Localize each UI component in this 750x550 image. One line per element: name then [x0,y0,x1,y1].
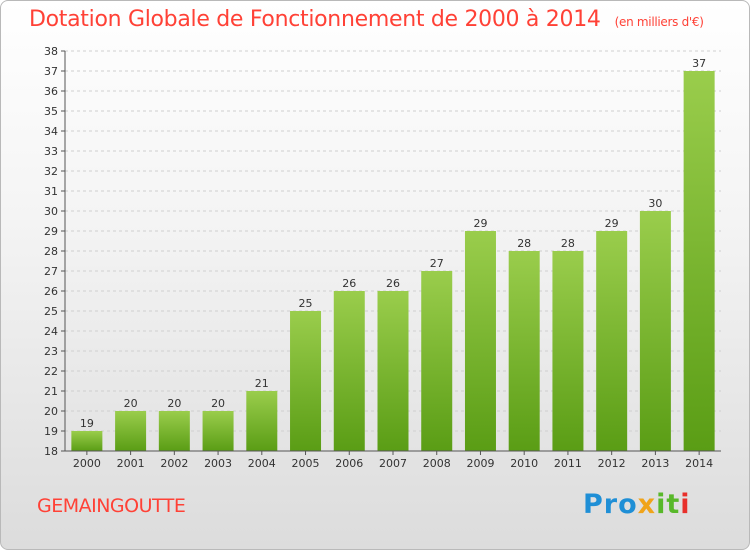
bar [158,411,190,451]
chart-title-text: Dotation Globale de Fonctionnement de 20… [29,7,601,32]
bar [552,251,584,451]
bar-value-label: 20 [167,397,181,410]
y-tick-label: 19 [44,425,58,438]
x-tick-label: 2002 [160,457,188,470]
x-tick-label: 2013 [641,457,669,470]
x-tick-label: 2011 [554,457,582,470]
bar [333,291,365,451]
bar [377,291,409,451]
logo-part-4: i [680,489,691,520]
x-tick-label: 2010 [510,457,538,470]
bar-value-label: 27 [430,257,444,270]
y-axis-ticks: 18 19 20 21 22 23 24 25 26 27 28 29 30 31 32 33 34 35 36 37… [44,45,65,458]
y-tick-label: 38 [44,45,58,58]
y-tick-label: 24 [44,325,58,338]
bar-value-label: 26 [386,277,400,290]
bar [508,251,540,451]
y-tick-label: 29 [44,225,58,238]
x-tick-label: 2001 [117,457,145,470]
x-tick-label: 2007 [379,457,407,470]
logo-part-3: it [656,489,681,520]
bar [596,231,628,451]
y-tick-label: 26 [44,285,58,298]
bar [683,71,715,451]
bar [421,271,453,451]
proxiti-logo: Proxiti [583,489,691,520]
x-tick-label: 2014 [685,457,713,470]
logo-part-2: x [637,489,657,520]
bar [202,411,234,451]
bar-value-label: 20 [211,397,225,410]
commune-name: GEMAINGOUTTE [37,495,186,517]
bar [290,311,322,451]
y-tick-label: 22 [44,365,58,378]
bar [464,231,496,451]
bar-value-label: 37 [692,57,706,70]
y-tick-label: 21 [44,385,58,398]
x-tick-label: 2008 [423,457,451,470]
y-tick-label: 20 [44,405,58,418]
logo-part-1: Pro [583,489,638,520]
bar-value-label: 30 [648,197,662,210]
bar-value-label: 28 [561,237,575,250]
bars [71,71,715,451]
bar [639,211,671,451]
y-tick-label: 18 [44,445,58,458]
chart-subtitle: (en milliers d'€) [614,15,704,29]
bar [246,391,278,451]
x-tick-label: 2006 [335,457,363,470]
y-tick-label: 34 [44,125,58,138]
x-tick-label: 2012 [598,457,626,470]
bar-value-label: 26 [342,277,356,290]
bar-value-label: 29 [605,217,619,230]
y-tick-label: 30 [44,205,58,218]
bar [71,431,103,451]
x-tick-label: 2004 [248,457,276,470]
x-tick-label: 2003 [204,457,232,470]
axes [64,51,721,452]
x-tick-label: 2009 [466,457,494,470]
y-tick-label: 23 [44,345,58,358]
y-tick-label: 37 [44,65,58,78]
bar-value-label: 20 [124,397,138,410]
x-tick-label: 2005 [292,457,320,470]
y-tick-label: 33 [44,145,58,158]
y-tick-label: 32 [44,165,58,178]
bar-value-label: 29 [473,217,487,230]
x-tick-label: 2000 [73,457,101,470]
bar-value-label: 21 [255,377,269,390]
y-tick-label: 35 [44,105,58,118]
y-tick-label: 31 [44,185,58,198]
chart-title: Dotation Globale de Fonctionnement de 20… [29,7,704,32]
y-tick-label: 25 [44,305,58,318]
y-tick-label: 28 [44,245,58,258]
bar-value-label: 25 [299,297,313,310]
bar-value-label: 19 [80,417,94,430]
bar [115,411,147,451]
data-labels: 19 20 20 20 21 25 26 26 27 29 28 28 29 30 37 [80,57,706,430]
y-tick-label: 36 [44,85,58,98]
bar-value-label: 28 [517,237,531,250]
x-axis-ticks: 2000 2001 2002 2003 2004 2005 2006 2007 2008 2009… [73,451,713,470]
y-tick-label: 27 [44,265,58,278]
